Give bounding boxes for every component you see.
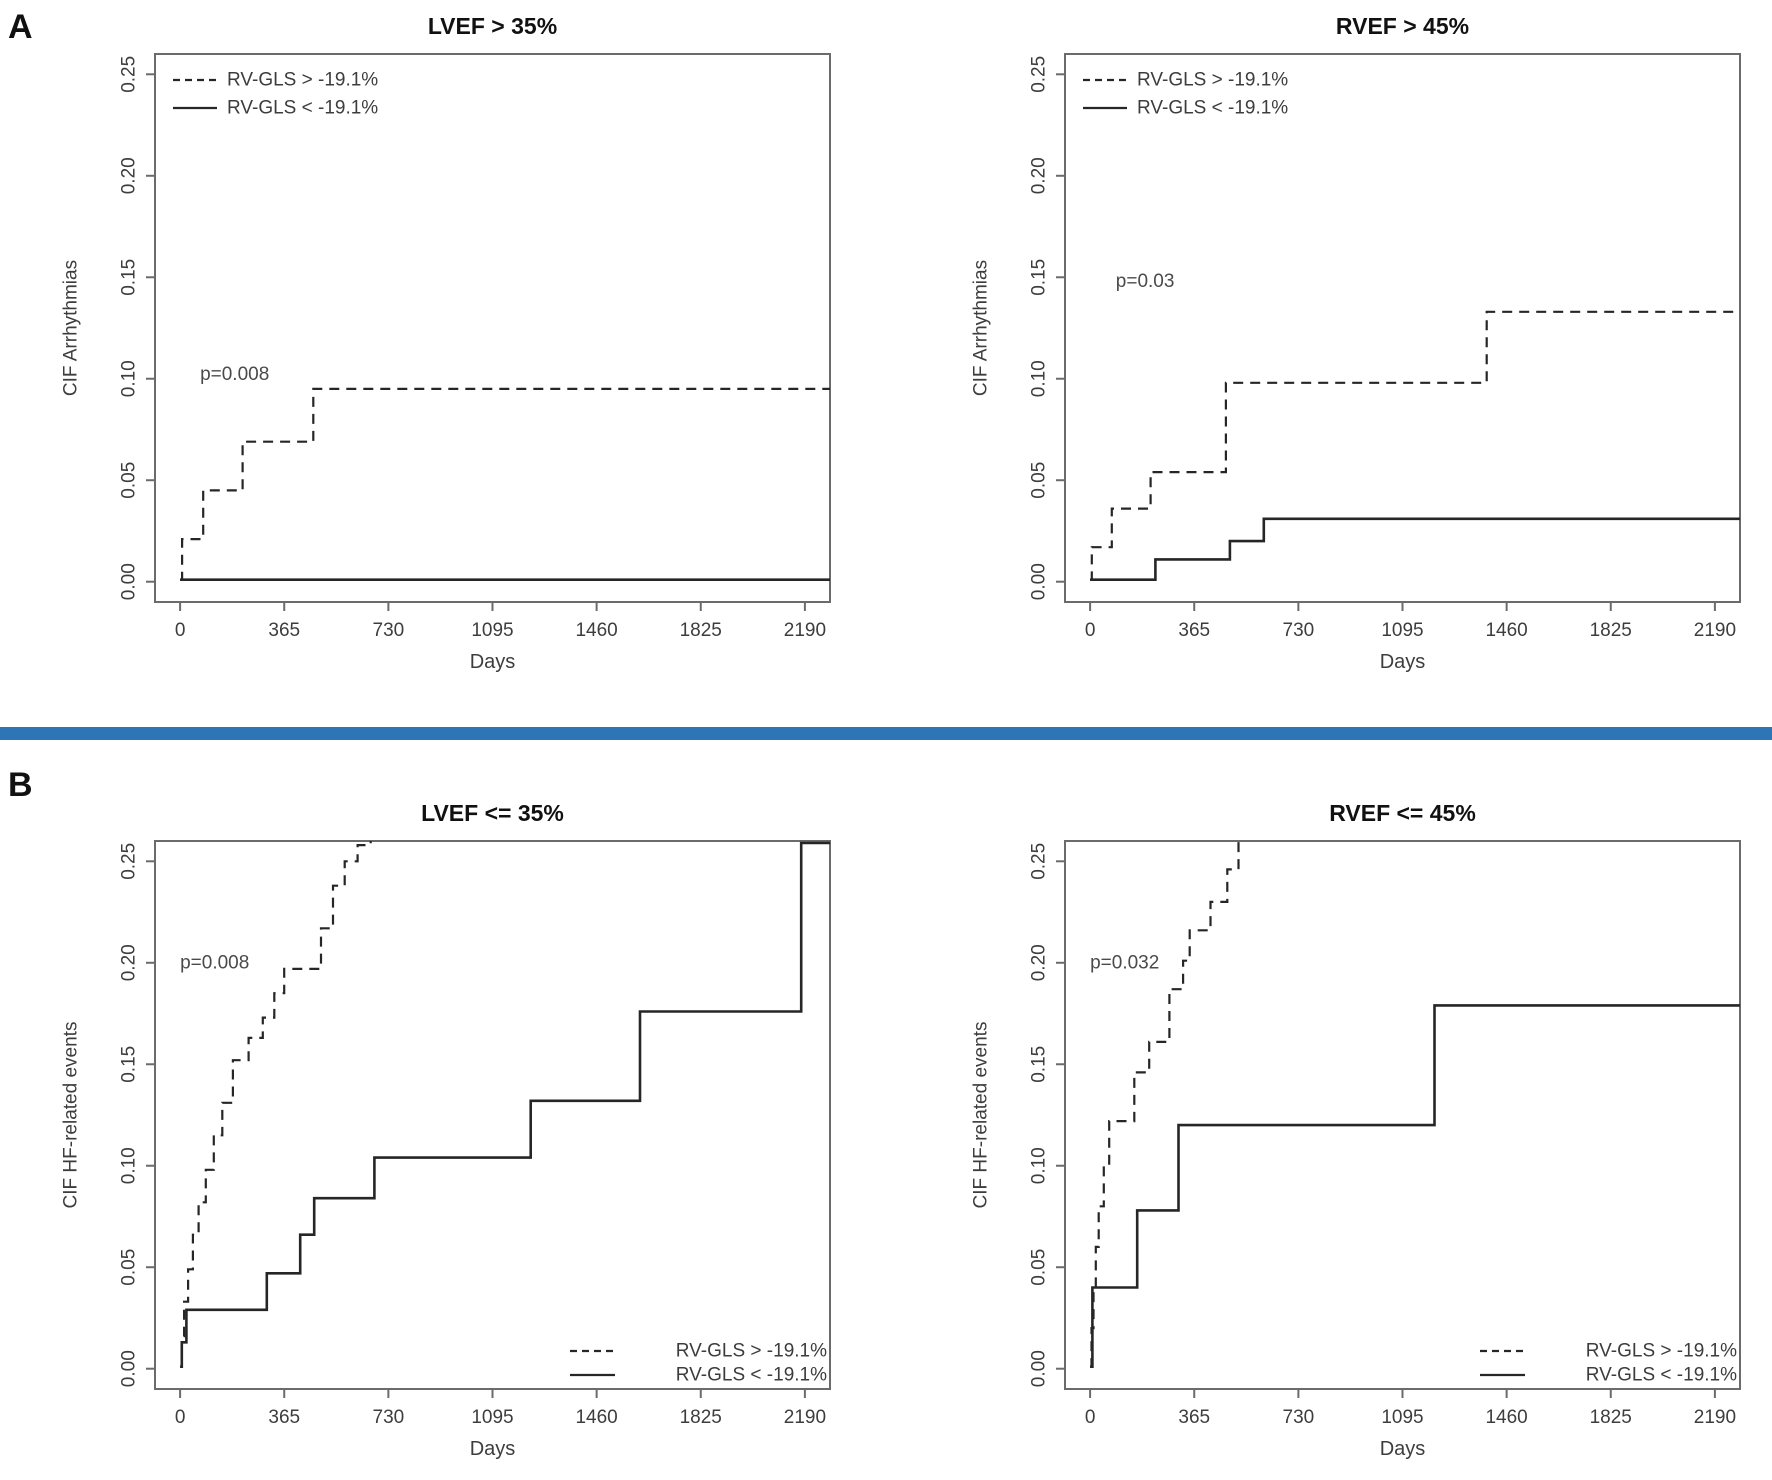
- y-tick-label: 0.05: [119, 1249, 140, 1286]
- y-tick-label: 0.15: [1029, 259, 1050, 296]
- x-tick-label: 1095: [1381, 620, 1423, 641]
- p-value-label: p=0.032: [1090, 952, 1159, 973]
- x-tick-label: 1460: [575, 620, 617, 641]
- y-tick-label: 0.25: [1029, 843, 1050, 880]
- chart-lvef-gt-35: 0 365 730 1095 1460 1825 2190 0.00 0.05 0.10 0.15 0…: [61, 13, 831, 673]
- x-tick-label: 730: [1283, 1407, 1315, 1428]
- y-tick-label: 0.10: [1029, 360, 1050, 397]
- y-tick-label: 0.25: [1029, 56, 1050, 93]
- y-tick-label: 0.15: [1029, 1046, 1050, 1083]
- y-tick-label: 0.15: [119, 1046, 140, 1083]
- chart-title: LVEF <= 35%: [421, 800, 564, 826]
- y-tick-label: 0.15: [119, 259, 140, 296]
- y-tick-label: 0.05: [1029, 462, 1050, 499]
- solid-curve: [1090, 517, 1740, 581]
- x-tick-label: 1095: [471, 620, 513, 641]
- y-tick-label: 0.00: [119, 563, 140, 600]
- chart-title: RVEF <= 45%: [1329, 800, 1476, 826]
- y-tick-label: 0.20: [119, 944, 140, 981]
- y-tick-label: 0.25: [119, 843, 140, 880]
- chart-lvef-le-35: 0 365 730 1095 1460 1825 2190 0.00 0.05 0.10 0.15 0…: [61, 800, 831, 1460]
- y-axis-label: CIF Arrhythmias: [61, 260, 82, 396]
- p-value-label: p=0.03: [1116, 271, 1175, 292]
- x-tick-label: 365: [268, 1407, 300, 1428]
- legend-label: RV-GLS > -19.1%: [227, 70, 378, 91]
- x-tick-label: 365: [1178, 620, 1210, 641]
- x-tick-label: 730: [373, 1407, 405, 1428]
- x-tick-label: 1825: [1590, 620, 1632, 641]
- x-tick-label: 1825: [680, 620, 722, 641]
- y-tick-label: 0.25: [119, 56, 140, 93]
- legend-label: RV-GLS < -19.1%: [1586, 1365, 1737, 1386]
- y-axis-label: CIF Arrhythmias: [971, 260, 992, 396]
- chart-rvef-gt-45: 0 365 730 1095 1460 1825 2190 0.00 0.05 0.10 0.15 0…: [971, 13, 1741, 673]
- x-tick-label: 0: [1085, 1407, 1096, 1428]
- y-tick-label: 0.10: [119, 1147, 140, 1184]
- plot-box: [154, 53, 831, 603]
- dashed-curve: [1090, 310, 1740, 581]
- x-tick-label: 1825: [680, 1407, 722, 1428]
- section-divider: [0, 727, 1772, 740]
- legend-label: RV-GLS > -19.1%: [676, 1341, 827, 1362]
- y-tick-label: 0.05: [119, 462, 140, 499]
- y-tick-label: 0.00: [119, 1350, 140, 1387]
- x-axis-label: Days: [1380, 651, 1426, 673]
- x-tick-label: 0: [1085, 620, 1096, 641]
- dashed-curve: [1090, 841, 1240, 1368]
- y-tick-label: 0.20: [119, 157, 140, 194]
- x-tick-label: 365: [268, 620, 300, 641]
- y-axis-label: CIF HF-related events: [61, 1022, 82, 1209]
- y-tick-label: 0.05: [1029, 1249, 1050, 1286]
- legend-label: RV-GLS > -19.1%: [1137, 70, 1288, 91]
- solid-curve: [1090, 1004, 1740, 1368]
- chart-title: RVEF > 45%: [1336, 13, 1469, 39]
- panel-b-label: B: [8, 766, 33, 804]
- x-tick-label: 730: [1283, 620, 1315, 641]
- x-tick-label: 1095: [471, 1407, 513, 1428]
- x-axis-label: Days: [470, 651, 516, 673]
- solid-curve: [180, 841, 830, 1368]
- y-tick-label: 0.10: [119, 360, 140, 397]
- x-axis-label: Days: [1380, 1438, 1426, 1460]
- y-tick-label: 0.10: [1029, 1147, 1050, 1184]
- legend-label: RV-GLS < -19.1%: [676, 1365, 827, 1386]
- p-value-label: p=0.008: [200, 364, 269, 385]
- y-axis-label: CIF HF-related events: [971, 1022, 992, 1209]
- dashed-curve: [180, 387, 830, 581]
- x-tick-label: 1095: [1381, 1407, 1423, 1428]
- plot-box: [154, 840, 831, 1390]
- legend-label: RV-GLS < -19.1%: [227, 98, 378, 119]
- plot-box: [1064, 840, 1741, 1390]
- legend-label: RV-GLS < -19.1%: [1137, 98, 1288, 119]
- x-tick-label: 730: [373, 620, 405, 641]
- x-tick-label: 2190: [784, 620, 826, 641]
- x-tick-label: 2190: [1694, 1407, 1736, 1428]
- x-tick-label: 365: [1178, 1407, 1210, 1428]
- x-tick-label: 1460: [1485, 1407, 1527, 1428]
- dashed-curve: [180, 841, 372, 1368]
- y-tick-label: 0.00: [1029, 1350, 1050, 1387]
- y-tick-label: 0.20: [1029, 157, 1050, 194]
- x-tick-label: 1460: [1485, 620, 1527, 641]
- x-axis-label: Days: [470, 1438, 516, 1460]
- x-tick-label: 2190: [1694, 620, 1736, 641]
- x-tick-label: 0: [175, 1407, 186, 1428]
- x-tick-label: 1825: [1590, 1407, 1632, 1428]
- x-tick-label: 2190: [784, 1407, 826, 1428]
- x-tick-label: 1460: [575, 1407, 617, 1428]
- x-tick-label: 0: [175, 620, 186, 641]
- y-tick-label: 0.20: [1029, 944, 1050, 981]
- chart-rvef-le-45: 0 365 730 1095 1460 1825 2190 0.00 0.05 0.10 0.15 0…: [971, 800, 1741, 1460]
- y-tick-label: 0.00: [1029, 563, 1050, 600]
- panel-a-label: A: [8, 8, 33, 46]
- legend-label: RV-GLS > -19.1%: [1586, 1341, 1737, 1362]
- p-value-label: p=0.008: [180, 952, 249, 973]
- chart-title: LVEF > 35%: [428, 13, 557, 39]
